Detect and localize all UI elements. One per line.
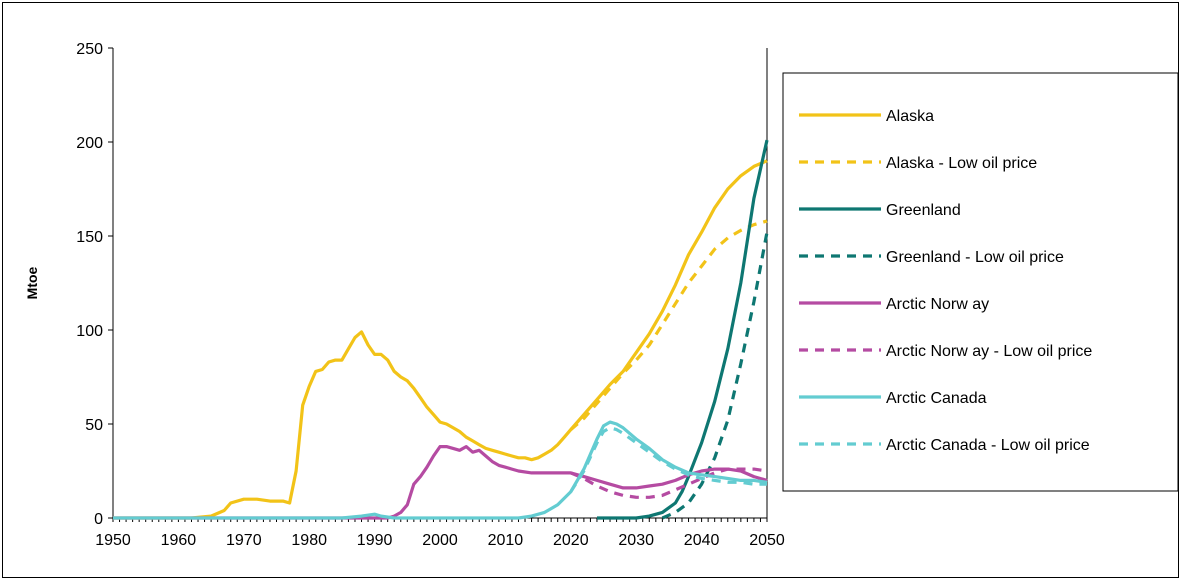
y-axis-label: Mtoe — [24, 266, 40, 299]
legend-label-4: Arctic Norw ay — [886, 296, 989, 313]
series-line-5 — [570, 467, 768, 499]
legend-box — [782, 72, 1179, 492]
x-tick-label: 2050 — [749, 532, 785, 549]
x-tick-label: 1970 — [226, 532, 262, 549]
series-line-1 — [569, 219, 768, 431]
legend-label-7: Arctic Canada - Low oil price — [886, 437, 1090, 454]
x-tick-label: 1960 — [161, 532, 197, 549]
series-line-2 — [597, 139, 769, 520]
legend-label-6: Arctic Canada — [886, 390, 987, 407]
series-lines — [113, 139, 769, 520]
series-line-3 — [661, 231, 769, 520]
x-tick-label: 1980 — [291, 532, 327, 549]
x-tick-label: 1990 — [357, 532, 393, 549]
line-chart: 1950 1960 1970 1980 1990 2000 2010 2020 2030 2040… — [24, 41, 1179, 549]
y-tick-label: 50 — [85, 417, 103, 434]
series-line-7 — [569, 426, 767, 493]
y-tick-label: 100 — [76, 323, 103, 340]
series-line-6 — [113, 420, 768, 520]
x-tick-label: 1950 — [95, 532, 131, 549]
x-tick-label: 2010 — [488, 532, 524, 549]
series-line-4 — [113, 445, 768, 520]
series-line-0 — [113, 159, 768, 520]
x-tick-label: 2000 — [422, 532, 458, 549]
x-tick-label: 2020 — [553, 532, 589, 549]
y-tick-label: 150 — [76, 229, 103, 246]
legend-label-2: Greenland — [886, 202, 961, 219]
legend: Alaska Alaska - Low oil price Greenland Gre… — [782, 72, 1179, 492]
legend-label-1: Alaska - Low oil price — [886, 155, 1037, 172]
x-tick-label: 2040 — [684, 532, 720, 549]
legend-label-0: Alaska — [886, 108, 934, 125]
axis-ticks: 1950 1960 1970 1980 1990 2000 2010 2020 2030 2040… — [76, 41, 785, 549]
y-tick-label: 0 — [94, 511, 103, 528]
y-tick-label: 200 — [76, 135, 103, 152]
y-tick-label: 250 — [76, 41, 103, 58]
legend-label-3: Greenland - Low oil price — [886, 249, 1064, 266]
legend-label-5: Arctic Norw ay - Low oil price — [886, 343, 1092, 360]
x-tick-label: 2030 — [618, 532, 654, 549]
